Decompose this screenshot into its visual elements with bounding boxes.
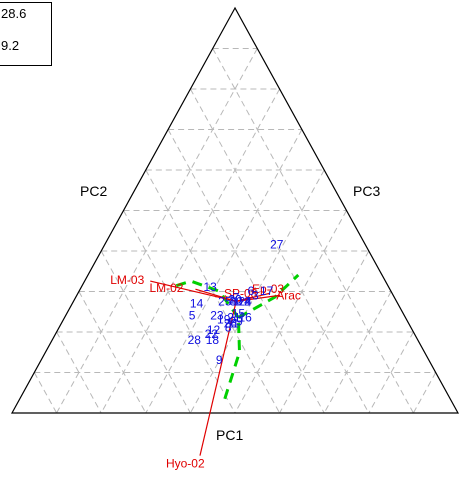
point-label: 30 <box>229 294 243 308</box>
vector-label: SP-08 <box>224 286 258 300</box>
point-label: 22 <box>205 327 219 341</box>
grid-line <box>234 210 347 414</box>
grid-line <box>123 210 236 414</box>
grid-line <box>145 129 303 414</box>
point-label: 11 <box>227 317 240 331</box>
trend-path <box>171 279 240 319</box>
grid-line <box>78 291 147 414</box>
point-label: 14 <box>190 296 204 310</box>
point-label: 2 <box>244 294 251 308</box>
point-label: 5 <box>189 309 196 323</box>
point-label: 29 <box>229 315 243 329</box>
point-label: 15 <box>232 307 246 321</box>
grid-line <box>56 48 258 414</box>
vector-line <box>150 280 237 302</box>
vector-label: Hyo-02 <box>166 457 205 471</box>
point-label: 16 <box>238 311 252 325</box>
grid-line <box>100 88 281 414</box>
trend-layer <box>171 273 300 400</box>
point-label: 8 <box>225 321 232 335</box>
point-label: 10 <box>228 292 242 306</box>
point-label: 25 <box>218 294 232 308</box>
axis-label-pc1: PC1 <box>216 427 243 443</box>
trend-path <box>223 317 242 400</box>
grid-line <box>33 372 58 414</box>
vector-line <box>235 292 271 302</box>
triangle-frame <box>10 6 460 414</box>
point-label: 6 <box>247 284 254 298</box>
vector-line <box>199 301 237 456</box>
point-label: 4 <box>244 294 251 308</box>
grid-line <box>323 291 392 414</box>
grid-layer <box>33 48 437 414</box>
grid-line <box>212 48 414 414</box>
axis-label-pc3: PC3 <box>353 183 380 199</box>
point-label: 23 <box>210 309 224 323</box>
point-label: 7 <box>233 290 240 304</box>
point-label: 18 <box>206 333 220 347</box>
grid-line <box>412 372 437 414</box>
vector-line <box>236 294 281 302</box>
info-value-1: 28.6 <box>1 6 27 21</box>
vector-label: LM-02 <box>149 281 183 295</box>
grid-line <box>279 250 370 414</box>
point-label: 9 <box>216 353 223 367</box>
grid-line <box>368 331 414 414</box>
point-label: 26 <box>224 317 238 331</box>
grid-line <box>189 169 325 414</box>
vector-label: Arac <box>276 288 301 302</box>
vector-label: LM-03 <box>110 273 144 287</box>
grid-line <box>189 88 370 414</box>
vector-label: Ep-03 <box>252 282 284 296</box>
point-label: 12 <box>207 323 221 337</box>
point-label: 17 <box>260 284 274 298</box>
point-label: 27 <box>270 238 284 252</box>
point-label: 13 <box>203 280 217 294</box>
point-layer: 1 2 34567891011121314151617181920212223242… <box>188 238 284 368</box>
grid-line <box>100 250 191 414</box>
info-value-2: 9.2 <box>1 38 20 53</box>
info-box: 28.6 9.2 <box>0 2 52 66</box>
point-label: 24 <box>238 294 252 308</box>
grid-line <box>167 129 325 414</box>
vector-line <box>195 288 237 302</box>
grid-line <box>56 331 102 414</box>
point-label: 20 <box>228 292 242 306</box>
axis-label-pc2: PC2 <box>80 183 107 199</box>
point-label: 1 <box>233 294 240 308</box>
point-label: 19 <box>217 313 231 327</box>
point-label: 28 <box>188 333 202 347</box>
point-label: 3 <box>252 288 259 302</box>
point-label: 21 <box>227 311 241 325</box>
trend-path <box>237 273 300 319</box>
